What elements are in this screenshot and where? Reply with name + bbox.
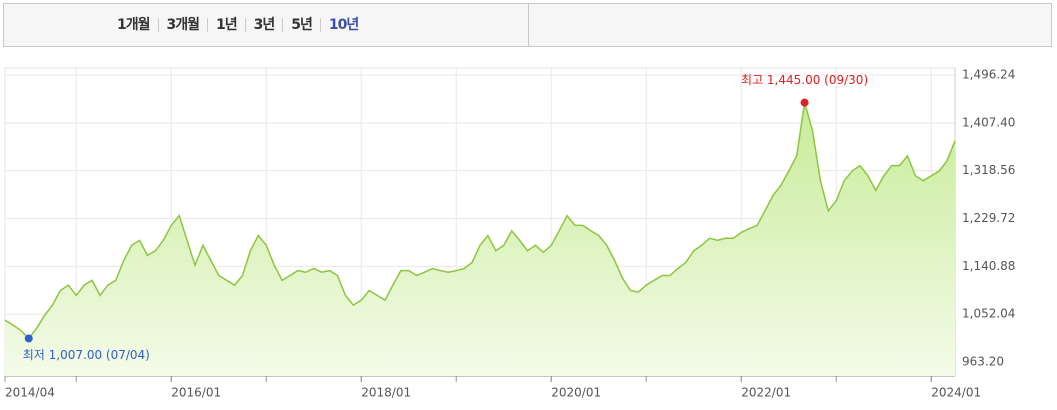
area — [5, 102, 955, 376]
period-tab[interactable]: 1년 — [207, 18, 245, 32]
x-tick-label: 2024/01 — [931, 386, 981, 400]
x-tick-label: 2022/01 — [741, 386, 791, 400]
extreme-dot — [24, 334, 33, 343]
y-tick-label: 1,407.40 — [962, 115, 1015, 129]
tab-list: 1개월 3개월 1년 3년 5년 10년 — [109, 18, 366, 32]
y-tick-label: 1,052.04 — [962, 307, 1015, 321]
line — [4, 102, 956, 340]
y-tick-label: 1,140.88 — [962, 259, 1015, 273]
x-tick-label: 2018/01 — [361, 386, 411, 400]
y-tick-label: 1,318.56 — [962, 163, 1015, 177]
period-tab[interactable]: 3년 — [244, 18, 283, 32]
period-tab[interactable]: 5년 — [282, 18, 320, 32]
y-tick-label: 1,496.24 — [962, 67, 1015, 81]
extreme-label: 최고 1,445.00 (09/30) — [741, 73, 868, 87]
extreme-label: 최저 1,007.00 (07/04) — [23, 348, 150, 362]
period-tab[interactable]: 10년 — [319, 18, 366, 32]
y-tick-label: 1,229.72 — [962, 211, 1015, 225]
period-tabs: 1개월 3개월 1년 3년 5년 10년 — [3, 3, 1052, 47]
x-tick-label: 2014/04 — [5, 386, 55, 400]
tab-bar-right — [528, 4, 1053, 46]
period-tab[interactable]: 3개월 — [157, 18, 208, 32]
extreme-dot — [800, 98, 809, 107]
y-tick-label: 963.20 — [962, 355, 1004, 369]
x-tick-label: 2016/01 — [171, 386, 221, 400]
period-tab[interactable]: 1개월 — [117, 17, 151, 33]
x-tick-label: 2020/01 — [551, 386, 601, 400]
